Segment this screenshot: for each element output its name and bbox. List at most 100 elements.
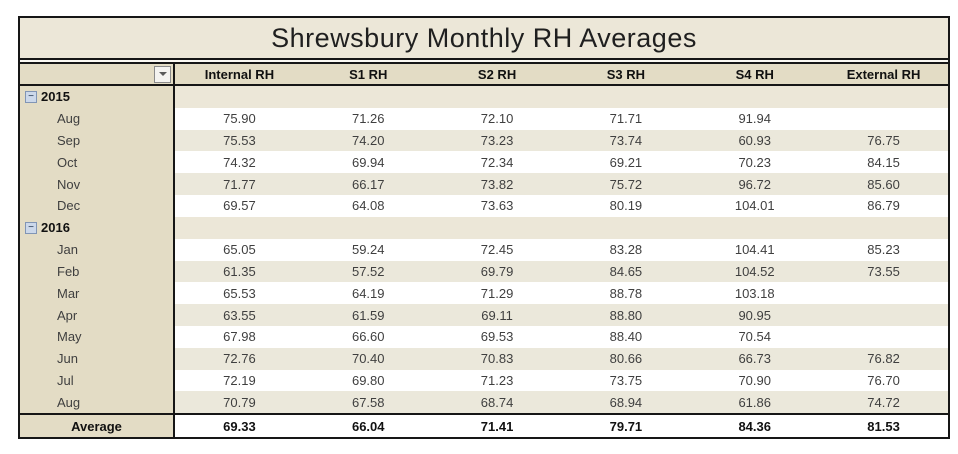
value-cell[interactable]: 88.80: [609, 307, 643, 323]
value-cell[interactable]: 65.05: [223, 242, 256, 258]
value-cell[interactable]: 90.95: [738, 307, 771, 323]
value-cell[interactable]: 96.72: [738, 176, 771, 192]
column-header-s2-rh[interactable]: S2 RH: [477, 66, 517, 82]
value-cell[interactable]: 70.83: [480, 351, 514, 367]
value-cell[interactable]: 103.18: [734, 285, 775, 301]
value-cell[interactable]: 73.55: [867, 263, 900, 279]
value-cell[interactable]: 74.20: [351, 133, 385, 149]
value-cell[interactable]: 66.17: [351, 176, 385, 192]
value-cell[interactable]: 73.82: [480, 176, 514, 192]
value-cell[interactable]: 69.94: [351, 154, 385, 170]
column-header-internal-rh[interactable]: Internal RH: [204, 66, 275, 82]
value-cell[interactable]: 65.53: [223, 285, 256, 301]
group-empty-cell[interactable]: [561, 86, 690, 108]
value-cell[interactable]: 72.45: [480, 242, 514, 258]
value-cell[interactable]: 80.66: [609, 351, 643, 367]
value-cell[interactable]: 68.94: [609, 394, 643, 410]
value-cell[interactable]: 91.94: [738, 111, 771, 127]
value-cell[interactable]: 72.34: [480, 154, 514, 170]
column-header-s4-rh[interactable]: S4 RH: [735, 66, 774, 82]
filter-dropdown-button[interactable]: [154, 65, 171, 83]
value-cell[interactable]: 104.41: [734, 242, 775, 258]
value-cell[interactable]: 67.98: [223, 329, 256, 345]
value-cell[interactable]: 66.60: [351, 329, 385, 345]
value-cell[interactable]: 61.35: [223, 263, 256, 279]
average-value-cell[interactable]: 81.53: [867, 418, 900, 434]
value-cell[interactable]: 73.63: [480, 198, 514, 214]
month-label[interactable]: Mar: [20, 282, 175, 305]
group-empty-cell[interactable]: [433, 86, 562, 108]
value-cell[interactable]: 74.32: [223, 154, 256, 170]
value-cell[interactable]: 76.70: [867, 372, 900, 388]
value-cell[interactable]: 69.11: [481, 307, 513, 323]
value-cell[interactable]: 71.26: [351, 111, 385, 127]
average-value-cell[interactable]: 69.33: [223, 418, 256, 434]
value-cell[interactable]: 71.71: [609, 111, 643, 127]
month-label[interactable]: Aug: [20, 107, 175, 130]
value-cell[interactable]: 71.23: [480, 372, 514, 388]
collapse-2015-button[interactable]: −: [25, 90, 37, 103]
value-cell[interactable]: [819, 282, 948, 304]
value-cell[interactable]: 72.19: [223, 372, 256, 388]
value-cell[interactable]: [819, 108, 948, 130]
value-cell[interactable]: 69.80: [351, 372, 385, 388]
value-cell[interactable]: 73.23: [480, 133, 514, 149]
month-label[interactable]: Oct: [20, 151, 175, 174]
column-header-external-rh[interactable]: External RH: [846, 66, 921, 82]
value-cell[interactable]: 84.65: [609, 263, 643, 279]
group-empty-cell[interactable]: [175, 217, 304, 239]
group-empty-cell[interactable]: [304, 86, 433, 108]
month-label[interactable]: Nov: [20, 173, 175, 196]
group-empty-cell[interactable]: [690, 86, 819, 108]
value-cell[interactable]: 85.23: [867, 242, 900, 258]
value-cell[interactable]: 70.23: [738, 154, 771, 170]
value-cell[interactable]: 104.52: [734, 263, 775, 279]
value-cell[interactable]: 64.08: [351, 198, 385, 214]
value-cell[interactable]: 60.93: [738, 133, 771, 149]
value-cell[interactable]: 64.19: [351, 285, 385, 301]
value-cell[interactable]: 71.29: [480, 285, 514, 301]
month-label[interactable]: Aug: [20, 391, 175, 414]
value-cell[interactable]: 63.55: [223, 307, 256, 323]
average-value-cell[interactable]: 66.04: [351, 418, 385, 434]
value-cell[interactable]: 66.73: [738, 351, 771, 367]
average-value-cell[interactable]: 79.71: [609, 418, 643, 434]
group-empty-cell[interactable]: [561, 217, 690, 239]
group-label-2015[interactable]: −2015: [20, 86, 175, 108]
group-empty-cell[interactable]: [433, 217, 562, 239]
value-cell[interactable]: 85.60: [867, 176, 900, 192]
value-cell[interactable]: 69.57: [223, 198, 256, 214]
value-cell[interactable]: 71.77: [223, 176, 256, 192]
month-label[interactable]: Dec: [20, 195, 175, 217]
value-cell[interactable]: 75.72: [609, 176, 643, 192]
month-label[interactable]: May: [20, 325, 175, 348]
value-cell[interactable]: 76.75: [867, 133, 900, 149]
group-empty-cell[interactable]: [819, 217, 948, 239]
group-empty-cell[interactable]: [304, 217, 433, 239]
value-cell[interactable]: 70.90: [738, 372, 771, 388]
month-label[interactable]: Apr: [20, 304, 175, 326]
value-cell[interactable]: 68.74: [480, 394, 514, 410]
value-cell[interactable]: 88.78: [609, 285, 643, 301]
value-cell[interactable]: 59.24: [351, 242, 385, 258]
value-cell[interactable]: 61.86: [738, 394, 771, 410]
column-header-s1-rh[interactable]: S1 RH: [349, 66, 388, 82]
collapse-2016-button[interactable]: −: [25, 221, 37, 234]
value-cell[interactable]: 75.90: [223, 111, 256, 127]
month-label[interactable]: Sep: [20, 129, 175, 152]
value-cell[interactable]: 104.01: [734, 198, 775, 214]
value-cell[interactable]: 70.40: [351, 351, 385, 367]
value-cell[interactable]: 61.59: [351, 307, 385, 323]
value-cell[interactable]: [819, 326, 948, 348]
value-cell[interactable]: 88.40: [609, 329, 643, 345]
value-cell[interactable]: 72.76: [223, 351, 256, 367]
group-empty-cell[interactable]: [175, 86, 304, 108]
value-cell[interactable]: 69.21: [609, 154, 643, 170]
month-label[interactable]: Jul: [20, 369, 175, 392]
value-cell[interactable]: 73.75: [609, 372, 643, 388]
column-header-s3-rh[interactable]: S3 RH: [606, 66, 646, 82]
month-label[interactable]: Feb: [20, 260, 175, 283]
value-cell[interactable]: 76.82: [867, 351, 900, 367]
value-cell[interactable]: 75.53: [223, 133, 256, 149]
value-cell[interactable]: 80.19: [609, 198, 643, 214]
